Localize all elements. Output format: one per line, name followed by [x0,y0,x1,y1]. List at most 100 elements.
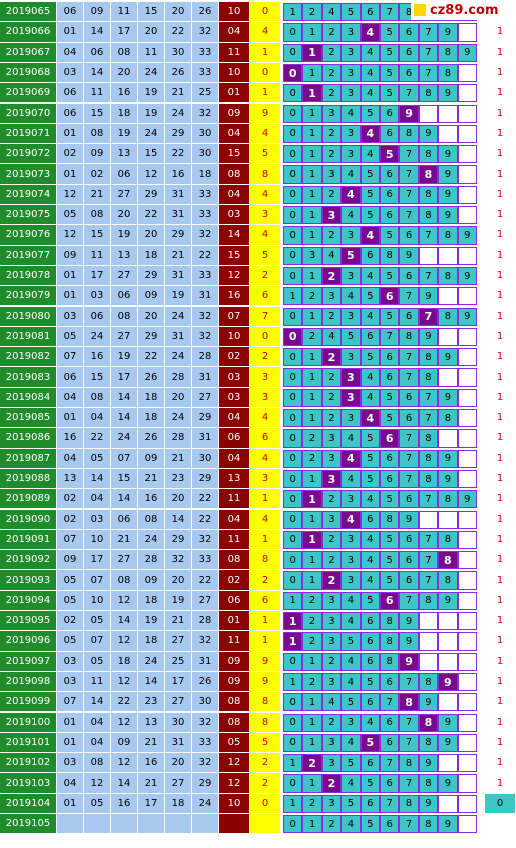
issue-number: 2019085 [0,408,57,429]
empty-digit-cell [457,165,477,184]
empty-digit-cell [457,104,477,123]
red-ball-number: 19 [138,611,165,632]
digit-cell: 9 [438,733,458,753]
red-ball-number: 29 [165,529,192,551]
digit-cell: 6 [380,165,400,184]
red-ball-number: 16 [84,347,111,368]
empty-digit-cell [438,368,458,387]
digit-cell: 7 [380,794,400,813]
digit-cell: 7 [418,551,439,570]
red-ball-number: 20 [138,306,165,327]
red-ball-number: 06 [57,83,84,104]
digit-cell: 6 [399,409,419,428]
blue-ball-number: 04 [219,408,250,429]
empty-digit-cell [457,713,477,732]
red-ball-number: 26 [192,671,219,693]
red-ball-number: 04 [57,42,84,63]
digit-cell: 4 [341,612,361,631]
digit-cell: 4 [341,206,361,225]
digit-cell: 7 [418,266,439,286]
digit-cell: 1 [283,591,303,610]
blue-ball-number: 03 [219,367,250,388]
red-ball-number: 33 [192,550,219,571]
red-ball-number: 26 [138,428,165,449]
digit-cell: 4 [360,266,380,286]
red-ball-number: 10 [84,590,111,611]
digit-cell: 1 [302,510,322,529]
issue-number: 2019095 [0,611,57,632]
empty-digit-cell [438,652,458,671]
red-ball-number: 06 [111,286,138,307]
empty-digit-cell [457,612,477,631]
blue-ball-number: 04 [219,509,250,530]
digit-cell: 1 [283,672,303,692]
red-ball-number: 13 [111,144,138,165]
digit-cell: 4 [321,246,342,265]
miss-count: 1 [485,22,516,43]
empty-digit-cell [457,287,477,306]
red-ball-number: 24 [165,103,192,124]
hit-digit-cell: 1 [302,84,322,103]
issue-number: 2019084 [0,387,57,408]
digit-cell: 7 [380,754,400,773]
red-ball-number: 01 [57,265,84,287]
hit-digit-cell: 5 [341,246,361,265]
issue-number: 2019103 [0,773,57,794]
digit-cell: 3 [341,571,361,590]
red-ball-number: 07 [57,347,84,368]
digit-cell: 6 [360,612,380,631]
hit-digit-cell: 2 [321,774,342,793]
digit-cell: 3 [321,612,342,631]
digit-cell: 3 [341,23,361,42]
blue-ball-number: 02 [219,570,250,591]
digit-cell: 1 [302,409,322,428]
digit-cell: 9 [457,307,477,326]
digit-cell: 5 [380,530,400,550]
empty-digit-cell [418,104,439,123]
digit-cell: 8 [380,652,400,671]
blue-tail-digit: 3 [250,367,281,388]
red-ball-number: 21 [138,732,165,754]
empty-digit-cell [438,287,458,306]
miss-count: 1 [485,712,516,733]
digit-cell: 3 [321,287,342,306]
blue-ball-number: 12 [219,265,250,287]
red-ball-number: 13 [111,245,138,266]
red-ball-number: 29 [192,468,219,490]
miss-count: 1 [485,489,516,510]
digit-cell: 6 [399,388,419,407]
red-ball-number: 14 [84,22,111,43]
miss-count: 1 [485,103,516,124]
red-ball-number: 14 [111,773,138,794]
red-ball-number: 23 [165,468,192,490]
digit-cell: 3 [302,246,322,265]
digit-cell: 3 [321,449,342,468]
digit-cell: 0 [283,530,303,550]
digit-cell: 7 [380,693,400,712]
issue-number: 2019065 [0,2,57,23]
miss-count: 1 [485,245,516,266]
hit-digit-cell: 5 [360,733,380,753]
blue-ball-number: 03 [219,205,250,226]
hit-digit-cell: 4 [360,226,380,245]
miss-count: 1 [485,286,516,307]
issue-number: 2019086 [0,428,57,449]
digit-cell: 1 [302,307,322,326]
digit-cell: 5 [380,266,400,286]
red-ball-number: 05 [57,570,84,591]
hit-digit-cell: 8 [438,551,458,570]
red-ball-number: 31 [192,651,219,672]
digit-cell: 8 [399,754,419,773]
blue-ball-number: 08 [219,692,250,713]
digit-cell: 0 [283,145,303,164]
digit-cell: 6 [380,368,400,387]
empty-digit-cell [457,368,477,387]
digit-cell: 2 [321,84,342,103]
digit-cell: 2 [321,388,342,407]
digit-cell: 0 [283,104,303,123]
blue-ball-number: 11 [219,489,250,510]
red-ball-number: 29 [192,408,219,429]
red-ball-number: 12 [84,773,111,794]
digit-cell: 4 [360,551,380,570]
red-ball-number: 04 [84,732,111,754]
